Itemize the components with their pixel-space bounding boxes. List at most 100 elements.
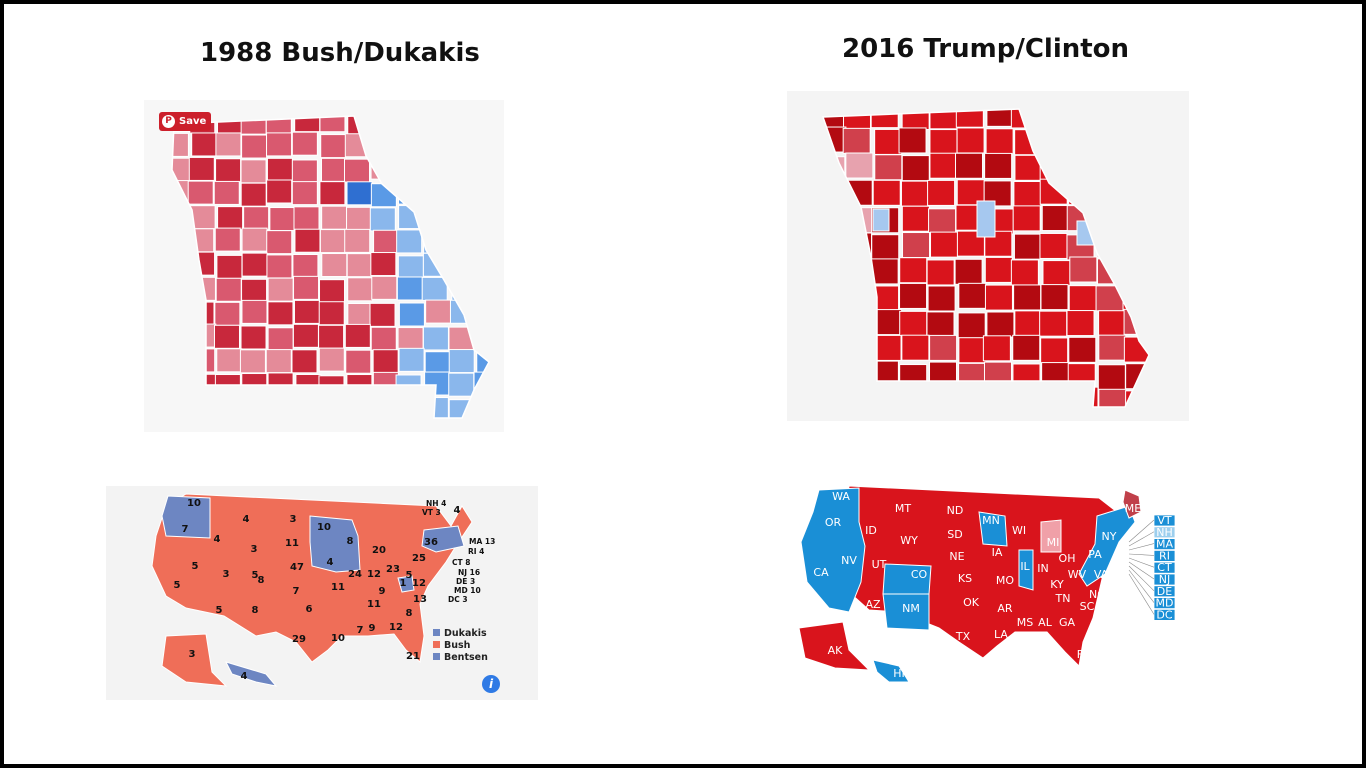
county xyxy=(172,374,190,399)
dukakis-wa-or-region xyxy=(161,495,211,539)
state-label: CA xyxy=(813,566,829,579)
county xyxy=(1096,231,1125,258)
state-label: MI xyxy=(1047,536,1060,549)
county xyxy=(423,422,448,432)
county xyxy=(216,423,241,432)
county xyxy=(398,396,425,418)
county xyxy=(1097,129,1126,156)
county xyxy=(371,421,396,432)
info-button[interactable]: i xyxy=(482,675,500,693)
ev-label: 6 xyxy=(306,604,313,615)
county xyxy=(291,349,318,374)
save-button[interactable]: P Save xyxy=(159,112,212,131)
ev-label: 13 xyxy=(413,594,427,605)
county xyxy=(929,152,958,179)
county xyxy=(217,206,244,231)
county xyxy=(1041,362,1070,389)
ev-label: 25 xyxy=(412,553,426,564)
county xyxy=(1152,286,1179,311)
county xyxy=(424,205,451,230)
county xyxy=(1071,414,1098,421)
state-callout: MA 13 xyxy=(469,537,495,546)
county xyxy=(344,323,371,348)
county xyxy=(983,361,1012,388)
county xyxy=(397,132,424,157)
county xyxy=(188,301,215,326)
dukakis-wv-region xyxy=(397,575,415,593)
title-2016: 2016 Trump/Clinton xyxy=(842,34,1130,64)
county xyxy=(369,207,396,232)
missouri-outline xyxy=(171,115,490,419)
county xyxy=(823,207,846,234)
county xyxy=(421,276,448,301)
state-label: PA xyxy=(1088,548,1102,561)
small-state-box xyxy=(1153,538,1176,550)
ev-label: 9 xyxy=(379,586,386,597)
county xyxy=(294,116,321,133)
missouri-2016-svg xyxy=(821,108,1181,421)
county xyxy=(269,423,294,432)
state-callout: MD 10 xyxy=(454,586,481,595)
county xyxy=(928,416,955,421)
county xyxy=(172,397,190,418)
county xyxy=(1154,232,1181,257)
ev-label: 5 xyxy=(174,580,181,591)
county xyxy=(266,399,293,418)
county xyxy=(291,159,318,184)
county-grid-2016 xyxy=(823,109,1181,421)
county xyxy=(448,423,473,432)
county xyxy=(1039,156,1068,183)
ev-label: 4 xyxy=(243,514,250,525)
county xyxy=(422,397,449,418)
county xyxy=(474,421,499,432)
state-label: MO xyxy=(996,574,1014,587)
county xyxy=(986,109,1015,127)
county xyxy=(899,310,928,337)
county xyxy=(1040,337,1069,364)
county xyxy=(189,421,214,432)
county xyxy=(1098,310,1127,337)
county xyxy=(984,152,1013,179)
county xyxy=(874,309,903,336)
clinton-west-coast-region xyxy=(800,487,866,613)
county xyxy=(1152,362,1179,387)
county xyxy=(213,180,240,205)
county xyxy=(1068,336,1097,363)
county xyxy=(1125,390,1149,407)
county xyxy=(172,253,188,278)
county xyxy=(319,229,346,254)
county xyxy=(958,337,987,364)
state-label: AR xyxy=(997,602,1013,615)
ev-label: 8 xyxy=(258,575,265,586)
county xyxy=(447,180,474,205)
county xyxy=(1153,130,1180,155)
leader-line xyxy=(1128,557,1155,568)
county xyxy=(370,252,397,277)
county xyxy=(986,311,1015,338)
ev-label: 10 xyxy=(187,498,201,509)
county xyxy=(1014,310,1043,337)
county xyxy=(422,116,449,133)
county xyxy=(927,285,956,312)
county xyxy=(1012,390,1041,407)
county xyxy=(844,415,871,421)
county xyxy=(1069,256,1098,283)
county xyxy=(241,423,266,432)
county xyxy=(1125,127,1149,154)
state-label: MN xyxy=(982,514,1000,527)
county xyxy=(266,230,293,255)
state-label: NE xyxy=(949,550,964,563)
county xyxy=(241,134,268,159)
state-label: AZ xyxy=(865,598,881,611)
state-label: NY xyxy=(1102,530,1117,543)
county xyxy=(474,116,489,133)
county xyxy=(477,134,489,159)
state-labels-group: WA OR CA NV ID MT WY UT AZ CO NM ND SD NE KS OK TX MN IA MO… xyxy=(813,490,1141,680)
info-icon-glyph: i xyxy=(489,677,494,691)
county xyxy=(927,389,956,407)
county xyxy=(926,311,955,338)
county xyxy=(172,301,189,326)
county xyxy=(172,157,191,182)
county xyxy=(215,132,242,157)
